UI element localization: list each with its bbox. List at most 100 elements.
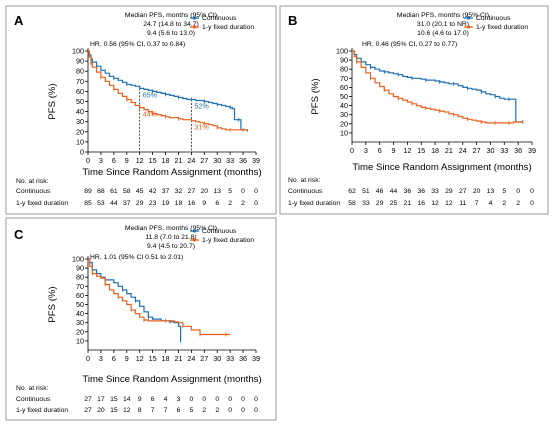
km-curve-continuous bbox=[88, 50, 248, 131]
panel-a-frame bbox=[5, 5, 277, 215]
risk-count: 2 bbox=[215, 407, 219, 414]
median-pfs-title: Median PFS, months (95% CI) bbox=[125, 225, 217, 232]
risk-count: 0 bbox=[254, 200, 258, 207]
x-tick-label: 0 bbox=[86, 156, 90, 165]
risk-count: 6 bbox=[151, 396, 155, 403]
risk-count: 20 bbox=[97, 407, 105, 414]
risk-count: 20 bbox=[201, 188, 209, 195]
y-tick-label: 30 bbox=[76, 117, 84, 126]
risk-count: 0 bbox=[189, 396, 193, 403]
y-tick-label: 40 bbox=[76, 309, 84, 318]
risk-count: 33 bbox=[431, 188, 439, 195]
y-tick-label: 60 bbox=[76, 87, 84, 96]
y-axis-label: PFS (%) bbox=[310, 78, 321, 114]
y-tick-label: 60 bbox=[340, 83, 348, 92]
risk-count: 13 bbox=[487, 188, 495, 195]
y-tick-label: 50 bbox=[340, 92, 348, 101]
legend-marker-0 bbox=[466, 16, 471, 20]
risk-count: 0 bbox=[254, 407, 258, 414]
risk-count: 27 bbox=[459, 188, 467, 195]
risk-count: 0 bbox=[241, 407, 245, 414]
legend-label-1: 1-y fixed duration bbox=[202, 237, 254, 244]
panel-a-letter: A bbox=[14, 13, 24, 28]
risk-count: 37 bbox=[162, 188, 170, 195]
landmark-label: 44% bbox=[143, 110, 158, 119]
y-tick-label: 50 bbox=[76, 300, 84, 309]
risk-count: 12 bbox=[431, 200, 439, 207]
x-tick-label: 36 bbox=[514, 146, 522, 155]
legend-marker-1 bbox=[192, 25, 197, 29]
risk-count: 15 bbox=[110, 407, 118, 414]
x-tick-label: 15 bbox=[149, 354, 157, 363]
risk-count: 23 bbox=[149, 200, 157, 207]
hazard-ratio: HR, 0.46 (95% CI, 0.27 to 0.77) bbox=[362, 41, 457, 48]
x-tick-label: 21 bbox=[174, 354, 182, 363]
x-tick-label: 3 bbox=[99, 354, 103, 363]
risk-count: 58 bbox=[348, 200, 356, 207]
y-axis-label: PFS (%) bbox=[47, 83, 58, 119]
x-tick-label: 27 bbox=[473, 146, 481, 155]
km-curve-continuous bbox=[352, 50, 523, 123]
risk-count: 6 bbox=[177, 407, 181, 414]
risk-count: 0 bbox=[530, 200, 534, 207]
x-tick-label: 36 bbox=[239, 354, 247, 363]
risk-count: 5 bbox=[502, 188, 506, 195]
y-tick-label: 80 bbox=[340, 65, 348, 74]
risk-count: 11 bbox=[459, 200, 466, 207]
risk-count: 32 bbox=[175, 188, 183, 195]
median-continuous: 24.7 (14.8 to 34.7) bbox=[143, 21, 199, 28]
legend-label-1: 1-y fixed duration bbox=[476, 24, 528, 31]
y-tick-label: 100 bbox=[72, 255, 84, 264]
risk-count: 15 bbox=[110, 396, 118, 403]
risk-count: 36 bbox=[404, 188, 412, 195]
legend-label-1: 1-y fixed duration bbox=[202, 24, 254, 31]
risk-count: 2 bbox=[228, 200, 232, 207]
x-tick-label: 15 bbox=[417, 146, 425, 155]
y-tick-label: 40 bbox=[76, 107, 84, 116]
risk-count: 85 bbox=[84, 200, 92, 207]
risk-row-label: 1-y fixed duration bbox=[16, 200, 68, 207]
median-continuous: 11.8 (7.0 to 21.8) bbox=[145, 234, 196, 241]
x-tick-label: 6 bbox=[112, 156, 116, 165]
y-tick-label: 90 bbox=[340, 56, 348, 65]
risk-count: 37 bbox=[123, 200, 131, 207]
x-tick-label: 9 bbox=[125, 354, 129, 363]
x-tick-label: 18 bbox=[162, 156, 170, 165]
risk-count: 44 bbox=[390, 188, 398, 195]
panel-b-letter: B bbox=[288, 13, 297, 28]
y-tick-label: 70 bbox=[76, 77, 84, 86]
risk-count: 5 bbox=[189, 407, 193, 414]
risk-count: 0 bbox=[254, 188, 258, 195]
x-tick-label: 3 bbox=[99, 156, 103, 165]
x-tick-label: 9 bbox=[125, 156, 129, 165]
x-tick-label: 18 bbox=[162, 354, 170, 363]
x-tick-label: 33 bbox=[500, 146, 508, 155]
hazard-ratio: HR, 1.01 (95% CI 0.51 to 2.01) bbox=[90, 254, 183, 261]
risk-count: 6 bbox=[215, 200, 219, 207]
risk-count: 16 bbox=[417, 200, 425, 207]
risk-count: 2 bbox=[516, 200, 520, 207]
risk-count: 3 bbox=[177, 396, 181, 403]
x-tick-label: 15 bbox=[149, 156, 157, 165]
risk-count: 2 bbox=[241, 200, 245, 207]
risk-count: 29 bbox=[445, 188, 453, 195]
x-tick-label: 30 bbox=[213, 156, 221, 165]
risk-count: 8 bbox=[138, 407, 142, 414]
x-tick-label: 33 bbox=[226, 156, 234, 165]
risk-title: No. at risk: bbox=[288, 177, 321, 184]
risk-count: 13 bbox=[213, 188, 221, 195]
risk-count: 4 bbox=[489, 200, 493, 207]
x-tick-label: 27 bbox=[200, 354, 208, 363]
risk-count: 62 bbox=[348, 188, 356, 195]
y-tick-label: 30 bbox=[76, 318, 84, 327]
y-tick-label: 100 bbox=[72, 47, 84, 56]
risk-count: 0 bbox=[215, 396, 219, 403]
km-curve-continuous bbox=[88, 258, 182, 341]
risk-count: 7 bbox=[475, 200, 479, 207]
legend-marker-1 bbox=[192, 238, 197, 242]
risk-count: 53 bbox=[97, 200, 105, 207]
risk-count: 20 bbox=[473, 188, 481, 195]
risk-count: 27 bbox=[84, 407, 92, 414]
x-tick-label: 30 bbox=[486, 146, 494, 155]
km-curve-fixed bbox=[352, 50, 523, 124]
